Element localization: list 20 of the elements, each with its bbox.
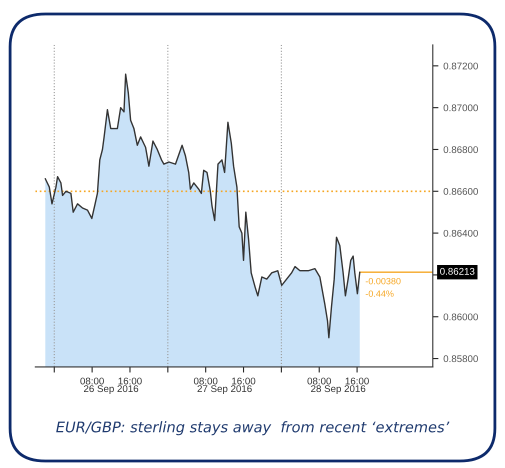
y-tick-label: 0.87000 (444, 104, 478, 112)
x-tick-label: 16:00 (346, 378, 369, 384)
x-tick-label: 08:00 (307, 378, 332, 384)
x-tick-label: 16:00 (118, 378, 142, 384)
annotation: -0.00380 (366, 278, 401, 284)
y-tick-label: 0.86000 (444, 313, 478, 320)
x-tick-label: 16:00 (232, 378, 256, 384)
ref-line-label: 0.86213 (440, 268, 474, 275)
y-tick-label: 0.85800 (444, 355, 478, 362)
x-tick-label: 08:00 (194, 378, 218, 384)
y-tick-label: 0.86800 (444, 146, 478, 154)
y-tick-label: 0.86400 (444, 230, 478, 237)
text: EUR/GBP: sterling stays away from recent ‘extremes’ (56, 421, 450, 436)
annotation: -0.44% (366, 290, 394, 297)
x2-tick-label: 27 Sep 2016 (198, 385, 252, 394)
x-tick-label: 08:00 (80, 378, 104, 384)
y-tick-label: 0.87200 (444, 62, 478, 70)
x2-tick-label: 26 Sep 2016 (84, 385, 138, 394)
y-tick-label: 0.86600 (444, 188, 478, 195)
x2-tick-label: 28 Sep 2016 (311, 385, 366, 394)
